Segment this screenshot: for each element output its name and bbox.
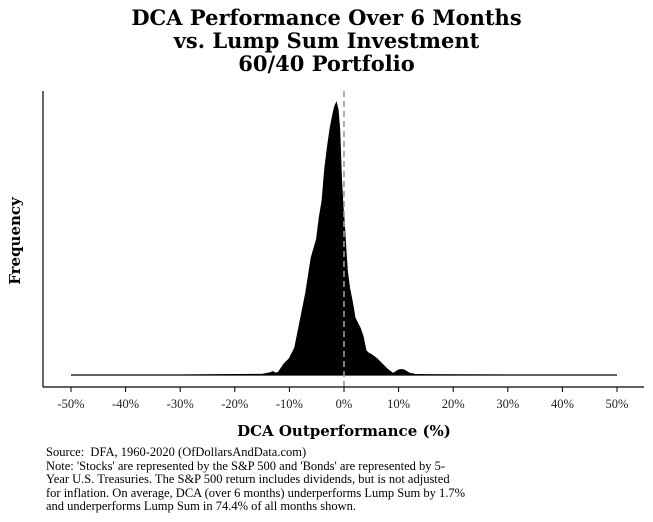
source-text: Source: DFA, 1960-2020 (OfDollarsAndData… [46, 445, 307, 459]
note-line-2: Year U.S. Treasuries. The S&P 500 return… [46, 472, 450, 486]
density-chart: -50% -40% -30% -20% -10% 0% 10% 20% 30% 40% 50% Fr… [6, 91, 644, 440]
chart-title-line-1: DCA Performance Over 6 Months [131, 5, 522, 30]
note-line-3: for inflation. On average, DCA (over 6 m… [46, 485, 466, 500]
x-tick-label: -20% [221, 397, 248, 411]
plot-area [71, 91, 617, 387]
x-tick-label: 50% [606, 397, 629, 411]
x-tick-label: 10% [387, 397, 410, 411]
x-tick-label: -10% [276, 397, 303, 411]
x-axis-ticks: -50% -40% -30% -20% -10% 0% 10% 20% 30% 40% 50% [57, 387, 628, 411]
x-axis-label: DCA Outperformance (%) [237, 422, 451, 440]
x-tick-label: -50% [57, 397, 84, 411]
x-tick-label: 20% [442, 397, 465, 411]
footer-notes: Source: DFA, 1960-2020 (OfDollarsAndData… [46, 445, 646, 514]
x-tick-label: -40% [112, 397, 139, 411]
note-line-4: and underperforms Lump Sum in 74.4% of a… [46, 499, 357, 513]
chart-title-line-3: 60/40 Portfolio [238, 51, 415, 76]
y-axis-label: Frequency [6, 196, 24, 285]
chart-title: DCA Performance Over 6 Months vs. Lump S… [0, 6, 653, 75]
x-tick-label: -30% [167, 397, 194, 411]
chart-title-line-2: vs. Lump Sum Investment [173, 28, 480, 53]
x-tick-label: 30% [496, 397, 519, 411]
x-tick-label: 0% [336, 397, 353, 411]
note-line-1: Note: 'Stocks' are represented by the S&… [46, 458, 446, 473]
x-tick-label: 40% [551, 397, 574, 411]
